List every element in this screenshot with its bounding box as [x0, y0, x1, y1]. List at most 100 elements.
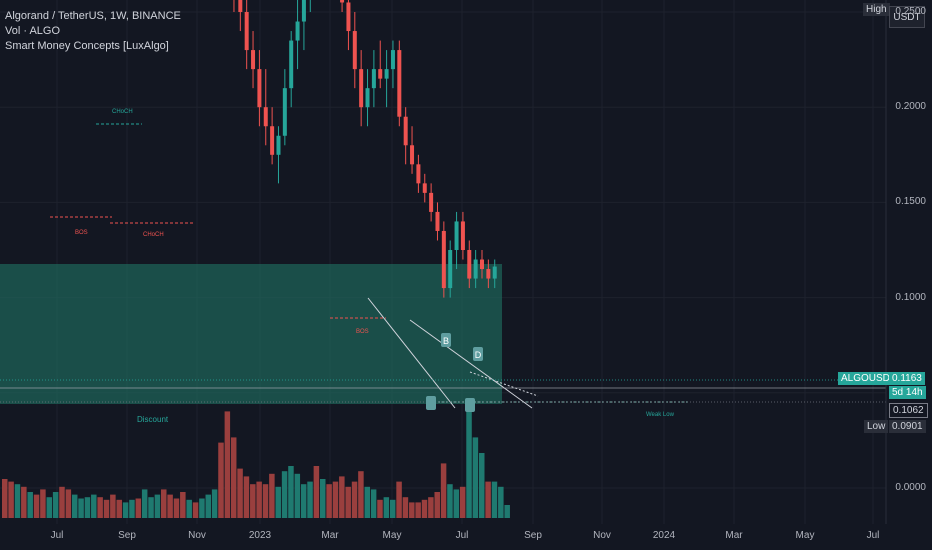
discount-zone: [0, 264, 502, 404]
trendline-3: [469, 371, 539, 397]
candle-body: [492, 266, 497, 279]
x-tick-label: Sep: [118, 530, 136, 541]
candle: [263, 69, 268, 146]
candle: [295, 0, 300, 70]
volume-bar: [250, 484, 256, 518]
volume-bar: [84, 497, 91, 518]
legend-volume[interactable]: Vol · ALGO: [5, 25, 61, 37]
candle-body: [365, 88, 370, 108]
volume-bar: [370, 489, 377, 518]
x-tick-label: Jul: [50, 530, 64, 541]
candle-body: [390, 50, 395, 70]
volume-bar: [389, 499, 396, 518]
candle: [473, 250, 478, 289]
candle: [480, 250, 484, 279]
candle: [492, 259, 497, 289]
bos-label-2: BOS: [356, 329, 369, 335]
volume-bars: [2, 403, 510, 518]
volume-bar: [351, 481, 358, 518]
volume-bar: [396, 481, 402, 518]
volume-bar: [421, 499, 428, 518]
candle-body: [340, 0, 345, 3]
volume-bar: [498, 486, 504, 518]
volume-bar: [135, 498, 142, 518]
candle: [467, 240, 472, 289]
legend-symbol[interactable]: Algorand / TetherUS, 1W, BINANCE: [5, 10, 181, 22]
candle-body: [251, 50, 256, 70]
candle: [390, 40, 395, 89]
volume-bar: [453, 489, 460, 518]
candle: [257, 50, 262, 127]
volume-bar: [122, 502, 129, 518]
volume-bar: [402, 497, 409, 518]
volume-bar: [224, 411, 231, 518]
volume-bar: [332, 481, 339, 518]
volume-bar: [434, 492, 440, 518]
volume-bar: [65, 489, 72, 518]
candle-body: [257, 69, 262, 108]
y-tick-label: 0.0000: [895, 482, 926, 493]
high-button[interactable]: High: [863, 3, 890, 16]
volume-bar: [409, 502, 415, 518]
candles: [233, 0, 497, 298]
volume-bar: [21, 486, 27, 518]
weak-low-label: Weak Low: [646, 412, 675, 418]
candle-body: [467, 250, 472, 279]
candle: [454, 211, 459, 270]
volume-bar: [97, 497, 103, 518]
volume-bar: [358, 471, 364, 518]
candle: [365, 69, 370, 127]
volume-bar: [377, 499, 383, 518]
candle-body: [416, 164, 421, 184]
y-tick-label: 0.2000: [895, 101, 926, 113]
currency-button[interactable]: USDT: [889, 6, 925, 28]
volume-bar: [237, 468, 243, 518]
volume-bar: [186, 499, 192, 518]
candle: [441, 221, 446, 298]
volume-bar: [326, 484, 332, 518]
x-tick-label: Nov: [593, 530, 611, 541]
choch-label-1: CHoCH: [112, 109, 133, 115]
volume-bar: [173, 498, 180, 518]
volume-bar: [27, 492, 33, 518]
candle: [403, 107, 408, 165]
candle: [289, 31, 294, 108]
candle: [270, 107, 275, 165]
volume-bar: [180, 492, 186, 518]
candle-body: [263, 107, 268, 127]
candle-body: [282, 88, 287, 136]
candle-body: [295, 21, 300, 41]
volume-bar: [161, 489, 167, 518]
trendline-1: [367, 297, 456, 409]
volume-bar: [205, 494, 212, 518]
svg-text:D: D: [475, 350, 482, 360]
marker-b: [441, 333, 451, 347]
chart-legend: Algorand / TetherUS, 1W, BINANCE Vol · A…: [5, 9, 181, 54]
x-tick-label: 2024: [652, 530, 676, 541]
x-tick-label: Jul: [455, 530, 469, 541]
legend-indicator[interactable]: Smart Money Concepts [LuxAlgo]: [5, 40, 169, 52]
candle-body: [422, 183, 427, 193]
candle-body: [460, 221, 465, 250]
candle: [238, 0, 243, 32]
candle-body: [352, 31, 357, 70]
volume-bar: [262, 484, 269, 518]
volume-bar: [269, 473, 275, 518]
candle-body: [301, 0, 306, 22]
volume-bar: [364, 486, 371, 518]
candle: [244, 0, 249, 70]
volume-bar: [504, 505, 510, 518]
candle: [371, 50, 376, 108]
volume-bar: [320, 479, 326, 518]
volume-bar: [154, 494, 161, 518]
volume-bar: [78, 498, 84, 518]
candle: [276, 126, 281, 184]
volume-bar: [466, 403, 472, 518]
candle-body: [384, 69, 389, 79]
candle-body: [371, 69, 376, 89]
marker-c: [465, 398, 475, 412]
candle: [340, 0, 345, 12]
candle-body: [359, 69, 364, 108]
volume-bar: [275, 486, 281, 518]
